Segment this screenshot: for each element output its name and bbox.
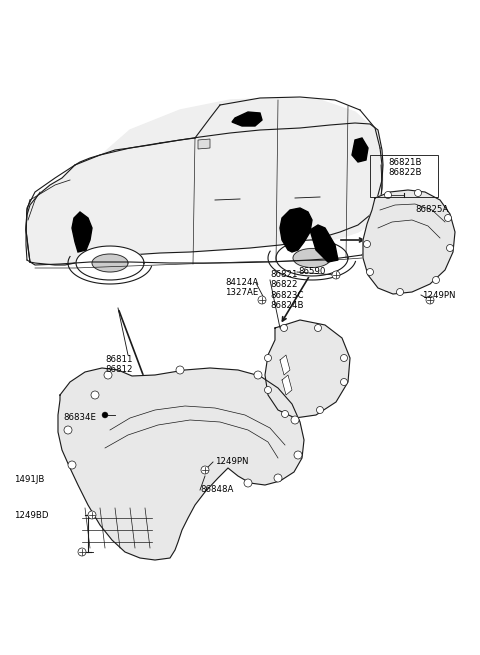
Circle shape xyxy=(432,276,440,284)
Circle shape xyxy=(176,366,184,374)
Polygon shape xyxy=(72,212,92,252)
Circle shape xyxy=(363,240,371,248)
Circle shape xyxy=(91,391,99,399)
Circle shape xyxy=(78,548,86,556)
Circle shape xyxy=(396,288,404,295)
Text: 86821
86822
86823C
86824B: 86821 86822 86823C 86824B xyxy=(270,270,303,310)
Circle shape xyxy=(68,461,76,469)
Text: 86811
86812: 86811 86812 xyxy=(105,355,132,375)
Circle shape xyxy=(274,474,282,482)
Bar xyxy=(370,155,438,197)
Circle shape xyxy=(314,324,322,331)
Circle shape xyxy=(316,407,324,413)
Circle shape xyxy=(104,371,112,379)
Polygon shape xyxy=(65,98,383,262)
Circle shape xyxy=(280,324,288,331)
Circle shape xyxy=(426,296,434,304)
Polygon shape xyxy=(26,123,383,265)
Circle shape xyxy=(332,271,340,279)
Polygon shape xyxy=(310,225,338,262)
Circle shape xyxy=(446,244,454,252)
Circle shape xyxy=(258,296,266,304)
Circle shape xyxy=(102,412,108,418)
Circle shape xyxy=(264,354,272,362)
Polygon shape xyxy=(92,254,128,272)
Text: 84124A
1327AE: 84124A 1327AE xyxy=(225,278,258,297)
Polygon shape xyxy=(280,208,312,252)
Text: 1491JB: 1491JB xyxy=(14,476,44,485)
Circle shape xyxy=(201,466,209,474)
Polygon shape xyxy=(293,248,331,267)
Polygon shape xyxy=(282,375,292,395)
Circle shape xyxy=(244,479,252,487)
Circle shape xyxy=(264,386,272,394)
Circle shape xyxy=(64,426,72,434)
Circle shape xyxy=(444,214,452,221)
Polygon shape xyxy=(232,112,262,126)
Polygon shape xyxy=(58,368,304,560)
Circle shape xyxy=(254,371,262,379)
Text: 1249PN: 1249PN xyxy=(215,457,249,466)
Text: 86848A: 86848A xyxy=(200,485,233,495)
Text: 86821B
86822B: 86821B 86822B xyxy=(388,158,421,178)
Circle shape xyxy=(294,451,302,459)
Polygon shape xyxy=(76,246,144,280)
Circle shape xyxy=(340,379,348,386)
Circle shape xyxy=(88,511,96,519)
Polygon shape xyxy=(352,138,368,162)
Circle shape xyxy=(384,191,392,198)
Polygon shape xyxy=(280,355,290,375)
Polygon shape xyxy=(265,320,350,418)
Polygon shape xyxy=(363,190,455,294)
Text: 86834E: 86834E xyxy=(63,413,96,422)
Circle shape xyxy=(291,416,299,424)
Text: 86590: 86590 xyxy=(298,267,325,276)
Text: 1249PN: 1249PN xyxy=(422,291,456,299)
Text: 1249BD: 1249BD xyxy=(14,510,48,519)
Circle shape xyxy=(340,354,348,362)
Polygon shape xyxy=(276,240,348,276)
Circle shape xyxy=(281,411,288,417)
Circle shape xyxy=(367,269,373,276)
Circle shape xyxy=(415,189,421,196)
Polygon shape xyxy=(198,139,210,149)
Text: 86825A: 86825A xyxy=(415,206,448,214)
